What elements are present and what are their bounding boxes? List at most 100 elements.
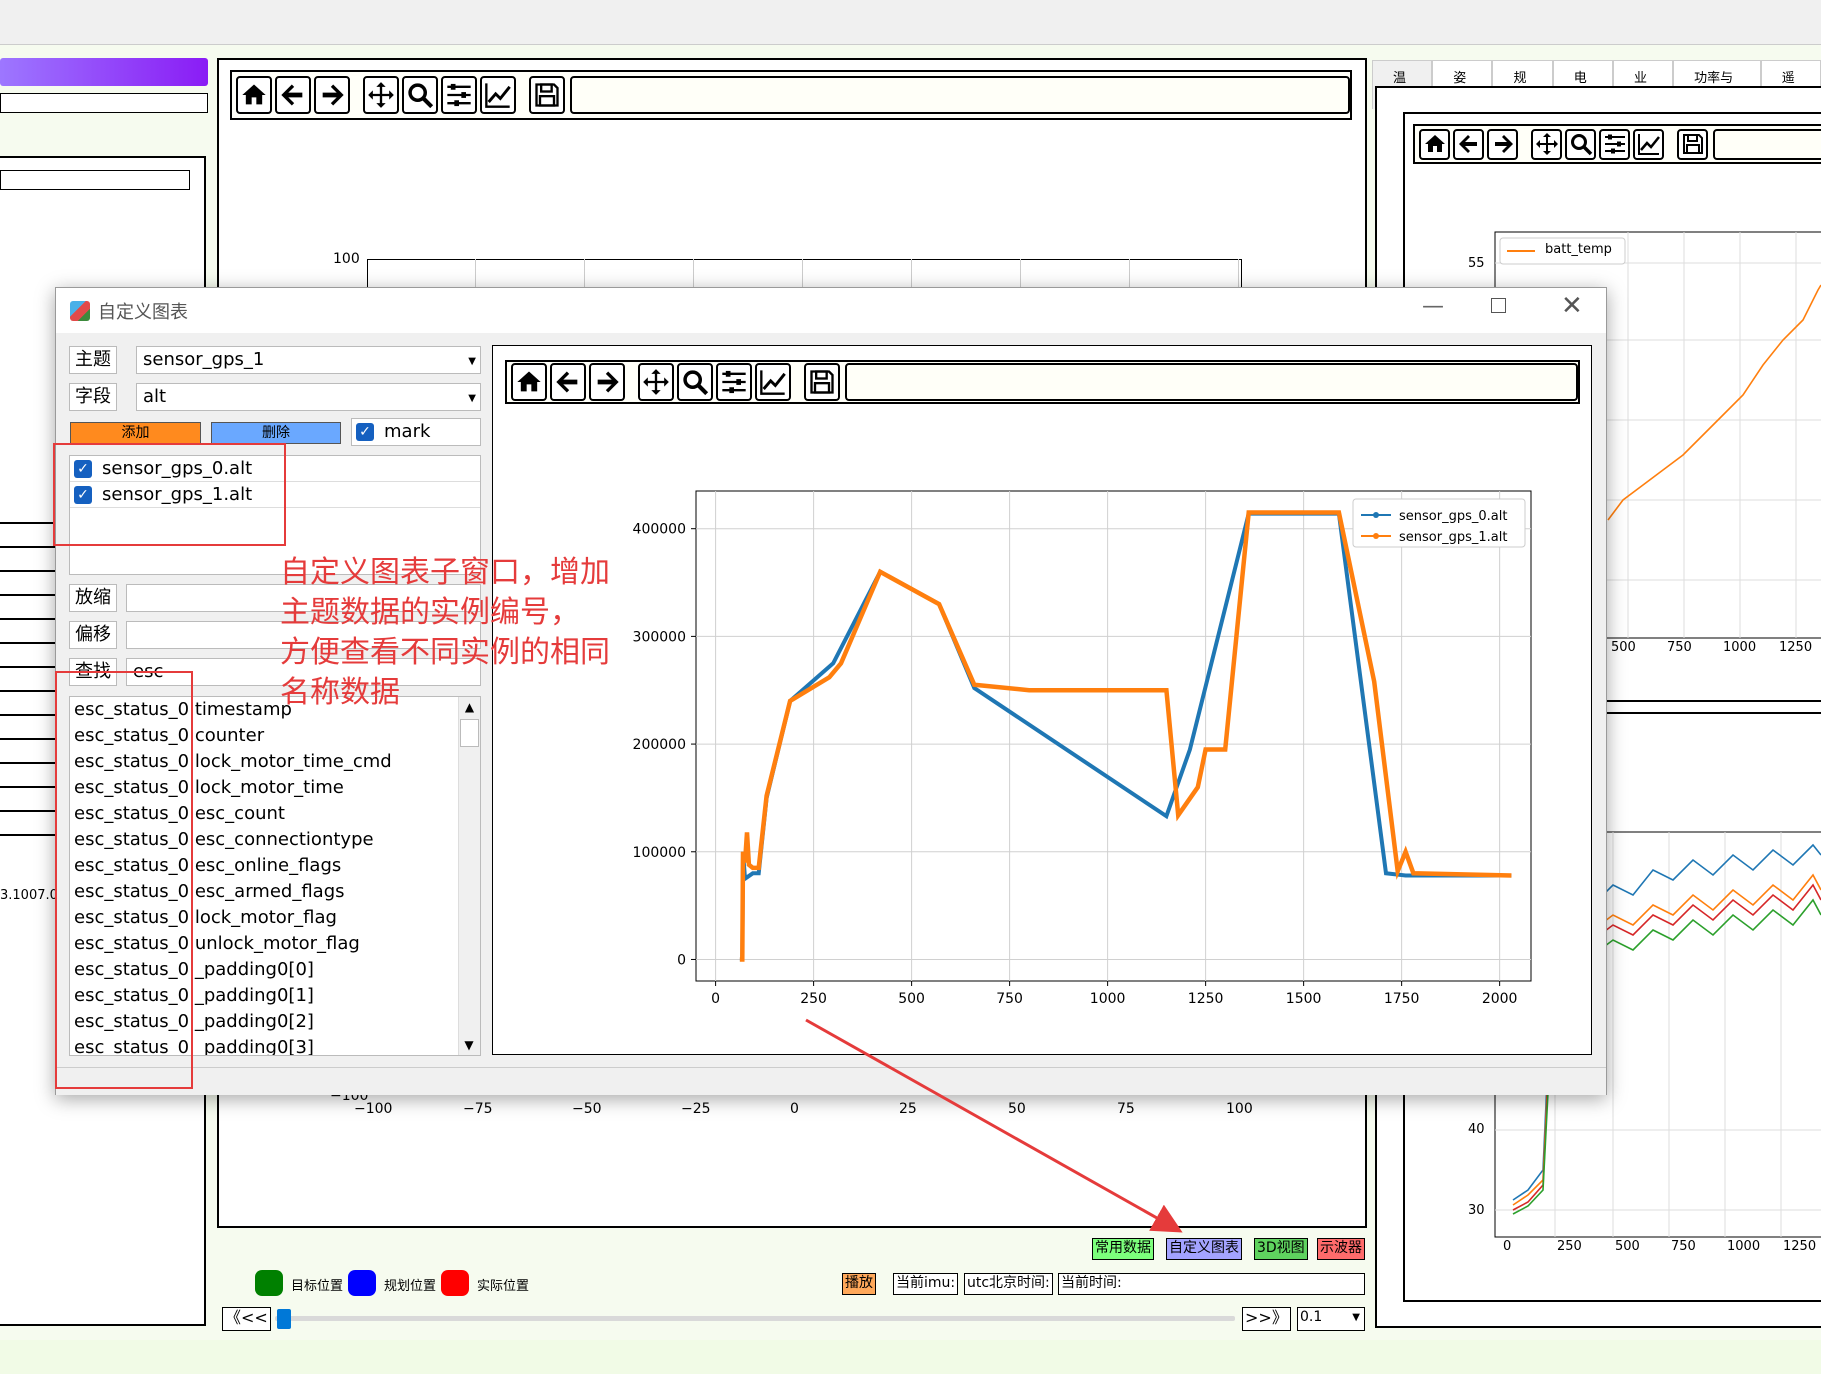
field-list-item[interactable]: esc_status_0.counter	[74, 725, 265, 746]
y-tick-label: 300000	[633, 629, 686, 645]
legend-label: sensor_gps_0.alt	[1399, 509, 1507, 524]
legend-label: 规划位置	[384, 1279, 437, 1294]
zoom-icon[interactable]	[1565, 128, 1596, 160]
delete-button[interactable]: 删除	[211, 422, 341, 444]
x-tick-label: 750	[1667, 640, 1692, 655]
toolbar-coordinate-field	[1713, 128, 1821, 160]
x-tick-label: 1500	[1286, 991, 1322, 1007]
save-icon[interactable]	[529, 76, 565, 114]
edit-axis-icon[interactable]	[755, 363, 791, 401]
view-button-0[interactable]: 常用数据	[1092, 1238, 1154, 1260]
timeline-slider-track[interactable]	[275, 1316, 1235, 1321]
back-icon[interactable]	[550, 363, 586, 401]
top-bar	[0, 0, 1821, 45]
forward-button[interactable]: >>》	[1242, 1307, 1291, 1331]
check-icon: ✓	[356, 423, 374, 441]
offset-input[interactable]	[126, 621, 481, 649]
configure-icon[interactable]	[716, 363, 752, 401]
x-tick-label: 50	[1008, 1101, 1026, 1117]
add-button[interactable]: 添加	[70, 422, 201, 444]
pan-icon[interactable]	[638, 363, 674, 401]
field-list: esc_status_0.timestamp esc_status_0.count…	[69, 696, 481, 1056]
topic-label: 主题	[69, 346, 117, 374]
field-list-item[interactable]: esc_status_0.esc_online_flags	[74, 855, 342, 876]
scrollbar-thumb[interactable]	[460, 719, 479, 747]
left-input-box[interactable]	[0, 93, 208, 113]
forward-icon[interactable]	[314, 76, 350, 114]
right-bottom-y-tick-30: 30	[1468, 1203, 1485, 1218]
x-tick-label: 1250	[1779, 640, 1813, 655]
x-tick-label: 0	[790, 1101, 799, 1117]
x-tick-label: 1250	[1188, 991, 1224, 1007]
view-button-2[interactable]: 3D视图	[1254, 1238, 1308, 1260]
mark-checkbox[interactable]: ✓ mark	[351, 418, 481, 446]
app-icon	[70, 300, 90, 321]
speed-select[interactable]: 0.1 ▼	[1297, 1307, 1365, 1331]
field-select[interactable]: alt ▼	[136, 383, 481, 411]
forward-icon[interactable]	[589, 363, 625, 401]
edit-axis-icon[interactable]	[1633, 128, 1664, 160]
x-tick-label: 500	[1615, 1239, 1640, 1254]
scroll-down-icon[interactable]: ▼	[464, 1038, 474, 1052]
field-list-item[interactable]: esc_status_0.esc_connectiontype	[74, 829, 374, 850]
x-tick-label: −50	[572, 1101, 602, 1117]
field-list-item[interactable]: esc_status_0._padding0[1]	[74, 985, 314, 1006]
scale-label: 放缩	[69, 584, 117, 612]
field-list-item[interactable]: esc_status_0._padding0[2]	[74, 1011, 314, 1032]
field-list-item[interactable]: esc_status_0.esc_count	[74, 803, 285, 824]
home-icon[interactable]	[236, 76, 272, 114]
timeline-slider-handle[interactable]	[277, 1309, 291, 1329]
pan-icon[interactable]	[363, 76, 399, 114]
zoom-icon[interactable]	[677, 363, 713, 401]
legend-swatch	[441, 1270, 469, 1296]
x-tick-label: 0	[1503, 1239, 1512, 1254]
y-tick-label: 400000	[633, 522, 686, 538]
chevron-down-icon: ▼	[1352, 1312, 1360, 1323]
save-icon[interactable]	[804, 363, 840, 401]
minimize-icon[interactable]: —	[1422, 294, 1444, 319]
field-list-item[interactable]: esc_status_0.esc_armed_flags	[74, 881, 345, 902]
play-button[interactable]: 播放	[842, 1273, 876, 1295]
current-time-field: 当前时间:	[1058, 1273, 1365, 1295]
chevron-down-icon: ▼	[468, 393, 476, 404]
legend-swatch	[348, 1270, 376, 1296]
field-list-scrollbar[interactable]: ▲ ▼	[458, 697, 480, 1055]
mark-label: mark	[384, 421, 431, 442]
batt-temp-line	[1607, 284, 1821, 521]
field-list-item[interactable]: esc_status_0._padding0[3]	[74, 1037, 314, 1056]
scale-input[interactable]	[126, 584, 481, 612]
legend-marker	[1373, 533, 1379, 539]
topic-select[interactable]: sensor_gps_1 ▼	[136, 346, 481, 374]
x-tick-label: 250	[1557, 1239, 1582, 1254]
left-panel-field[interactable]	[0, 170, 190, 190]
pan-icon[interactable]	[1531, 128, 1562, 160]
back-icon[interactable]	[275, 76, 311, 114]
save-icon[interactable]	[1677, 128, 1708, 160]
field-list-item[interactable]: esc_status_0.lock_motor_time	[74, 777, 344, 798]
scroll-up-icon[interactable]: ▲	[464, 700, 475, 714]
selected-series-item[interactable]: ✓ sensor_gps_1.alt	[70, 482, 480, 508]
rewind-button[interactable]: 《<<	[222, 1307, 271, 1331]
view-button-1[interactable]: 自定义图表	[1166, 1238, 1242, 1260]
x-tick-label: 250	[800, 991, 827, 1007]
back-icon[interactable]	[1453, 128, 1484, 160]
configure-icon[interactable]	[441, 76, 477, 114]
selected-series-item[interactable]: ✓ sensor_gps_0.alt	[70, 456, 480, 482]
edit-axis-icon[interactable]	[480, 76, 516, 114]
home-icon[interactable]	[511, 363, 547, 401]
field-label: 字段	[69, 383, 117, 411]
field-list-item[interactable]: esc_status_0.lock_motor_time_cmd	[74, 751, 392, 772]
field-list-item[interactable]: esc_status_0._padding0[0]	[74, 959, 314, 980]
zoom-icon[interactable]	[402, 76, 438, 114]
maximize-icon[interactable]	[1491, 298, 1506, 313]
series-line-sensor_gps_1.alt	[739, 510, 1512, 962]
chart-legend	[1352, 498, 1526, 548]
close-icon[interactable]: ✕	[1561, 291, 1583, 321]
configure-icon[interactable]	[1599, 128, 1630, 160]
forward-icon[interactable]	[1487, 128, 1518, 160]
field-list-item[interactable]: esc_status_0.unlock_motor_flag	[74, 933, 360, 954]
field-list-item[interactable]: esc_status_0.timestamp	[74, 699, 292, 720]
home-icon[interactable]	[1419, 128, 1450, 160]
view-button-3[interactable]: 示波器	[1317, 1238, 1365, 1260]
field-list-item[interactable]: esc_status_0.lock_motor_flag	[74, 907, 337, 928]
